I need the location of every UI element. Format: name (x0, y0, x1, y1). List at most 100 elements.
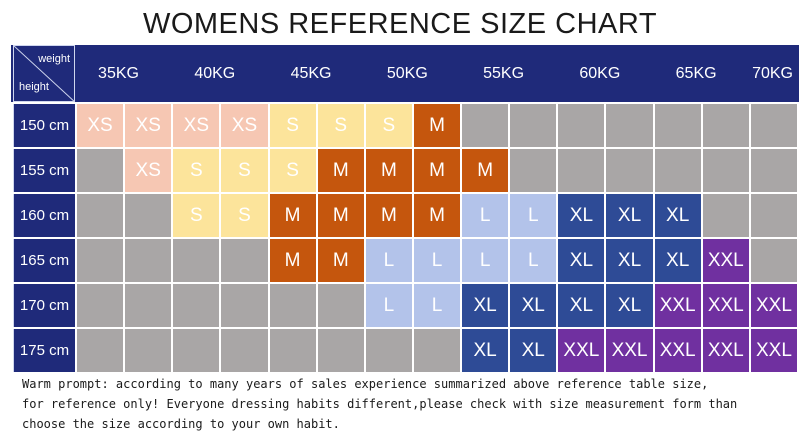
empty-cell (269, 329, 316, 372)
empty-cell (173, 329, 220, 372)
size-cell: XL (654, 194, 701, 237)
empty-cell (77, 284, 124, 327)
size-cell: S (269, 104, 316, 147)
size-cell: S (173, 194, 220, 237)
size-cell: L (462, 239, 509, 282)
size-cell: L (413, 284, 461, 327)
corner-header: weight height (13, 45, 75, 102)
size-cell: XS (221, 104, 268, 147)
size-cell: XL (558, 239, 605, 282)
size-cell: XXL (750, 329, 797, 372)
weight-label: 55KG (483, 64, 525, 82)
empty-cell (125, 329, 172, 372)
size-cell: S (221, 149, 268, 192)
size-cell: XL (510, 329, 557, 372)
size-cell: XL (654, 239, 701, 282)
size-cell: XXL (702, 329, 749, 372)
note-line: Warm prompt: according to many years of … (22, 377, 709, 391)
size-cell: XS (173, 104, 220, 147)
empty-cell (558, 104, 605, 147)
empty-cell (462, 104, 509, 147)
size-cell: XXL (558, 329, 605, 372)
height-label: 170 cm (13, 284, 75, 327)
diagonal-divider (14, 46, 74, 101)
size-cell: XXL (702, 239, 749, 282)
empty-cell (365, 329, 412, 372)
weight-header-bar (11, 45, 799, 102)
size-cell: XS (77, 104, 124, 147)
weight-label: 35KG (98, 64, 139, 82)
weight-label: 65KG (675, 64, 717, 82)
size-cell: XXL (654, 284, 701, 327)
weight-label: 50KG (386, 64, 428, 82)
empty-cell (750, 239, 797, 282)
empty-cell (221, 239, 268, 282)
warm-prompt-note: Warm prompt: according to many years of … (22, 374, 792, 434)
height-label: 175 cm (13, 329, 75, 372)
size-cell: L (365, 284, 412, 327)
weight-label: 40KG (194, 64, 236, 82)
empty-cell (125, 239, 172, 282)
note-line: choose the size according to your own ha… (22, 417, 340, 431)
empty-cell (77, 149, 124, 192)
size-cell: XXL (606, 329, 653, 372)
empty-cell (317, 329, 364, 372)
size-cell: XL (510, 284, 557, 327)
size-cell: M (317, 239, 364, 282)
chart-title: WOMENS REFERENCE SIZE CHART (142, 8, 658, 40)
size-cell: M (413, 194, 461, 237)
size-cell: M (317, 194, 364, 237)
weight-label: 70KG (752, 64, 793, 82)
height-axis-label: height (19, 81, 49, 93)
size-cell: XL (558, 194, 605, 237)
empty-cell (750, 194, 797, 237)
size-cell: L (365, 239, 412, 282)
size-cell: XL (462, 329, 509, 372)
empty-cell (221, 329, 268, 372)
size-cell: XL (462, 284, 509, 327)
height-label: 160 cm (13, 194, 75, 237)
size-cell: S (269, 149, 316, 192)
empty-cell (750, 104, 797, 147)
empty-cell (173, 284, 220, 327)
empty-cell (317, 284, 364, 327)
size-cell: M (365, 194, 412, 237)
empty-cell (173, 239, 220, 282)
empty-cell (750, 149, 797, 192)
empty-cell (702, 194, 749, 237)
size-cell: XXL (654, 329, 701, 372)
size-cell: M (413, 149, 461, 192)
size-cell: XL (606, 284, 653, 327)
empty-cell (510, 149, 557, 192)
size-cell: L (413, 239, 461, 282)
empty-cell (702, 149, 749, 192)
empty-cell (413, 329, 461, 372)
empty-cell (269, 284, 316, 327)
size-cell: L (462, 194, 509, 237)
size-cell: M (413, 104, 461, 147)
size-cell: XS (125, 104, 172, 147)
empty-cell (702, 104, 749, 147)
empty-cell (125, 284, 172, 327)
size-cell: M (269, 194, 316, 237)
height-label: 165 cm (13, 239, 75, 282)
empty-cell (77, 239, 124, 282)
empty-cell (221, 284, 268, 327)
empty-cell (558, 149, 605, 192)
size-cell: M (365, 149, 412, 192)
size-chart-table: weight height 35KG 40KG 45KG 50KG 55KG 60KG 65… (11, 45, 799, 372)
size-cell: S (365, 104, 412, 147)
size-cell: XS (125, 149, 172, 192)
empty-cell (654, 104, 701, 147)
empty-cell (77, 329, 124, 372)
size-cell: XL (606, 239, 653, 282)
size-cell: L (510, 239, 557, 282)
size-cell: M (317, 149, 364, 192)
size-cell: M (462, 149, 509, 192)
size-cell: XL (606, 194, 653, 237)
size-cell: XXL (702, 284, 749, 327)
empty-cell (125, 194, 172, 237)
weight-axis-label: weight (38, 53, 70, 65)
size-cell: S (317, 104, 364, 147)
empty-cell (654, 149, 701, 192)
